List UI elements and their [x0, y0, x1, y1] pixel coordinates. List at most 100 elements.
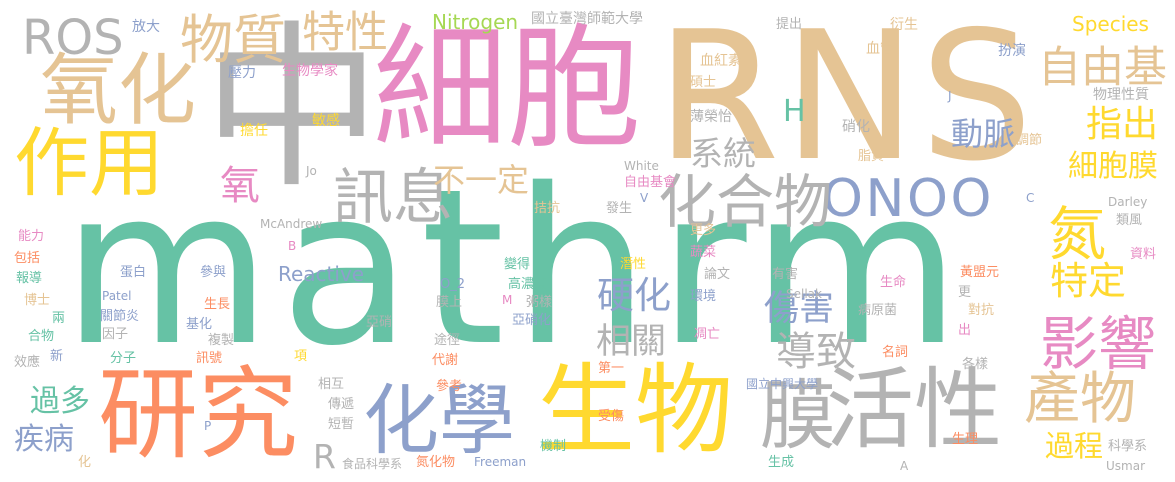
- word: 生命: [880, 275, 907, 290]
- word: 作用: [14, 119, 165, 207]
- word: mathrm: [62, 142, 970, 393]
- word: 氧化: [40, 46, 197, 136]
- word: 疾病: [14, 422, 74, 457]
- word: 兩: [52, 311, 66, 326]
- word: 黃盟元: [960, 265, 1000, 280]
- word: 產物: [1024, 367, 1136, 432]
- word: Darley: [1108, 195, 1148, 209]
- word: Sellak: [786, 287, 822, 301]
- word: 資料: [1130, 247, 1157, 262]
- word: 化合物: [658, 168, 833, 236]
- word: 有害: [772, 267, 799, 282]
- word: Species: [1072, 12, 1149, 36]
- word: 細胞: [373, 11, 642, 167]
- word: 發生: [606, 201, 633, 216]
- word: O_2: [440, 277, 466, 292]
- word: ONOO: [822, 169, 995, 229]
- word: 導致: [776, 329, 856, 375]
- word: 短暫: [328, 417, 355, 432]
- word: 特性: [302, 8, 388, 58]
- word: 高濃度: [508, 277, 548, 292]
- word: 擔任: [240, 123, 268, 139]
- word: 受傷: [598, 409, 625, 424]
- word: 傷害: [764, 289, 835, 329]
- word: 代謝: [432, 353, 459, 368]
- word: 動脈: [951, 115, 1016, 153]
- word: 脂質: [858, 149, 885, 164]
- word: 生物: [537, 354, 734, 468]
- word: 指出: [1086, 104, 1159, 145]
- word: 新: [50, 349, 64, 364]
- word: 關節炎: [100, 309, 140, 324]
- word: 氧: [220, 163, 260, 209]
- word: 生物學家: [282, 63, 338, 79]
- word: P: [204, 419, 212, 433]
- word: 病原菌: [858, 303, 898, 318]
- word: 途徑: [434, 333, 461, 348]
- word: 自由基會: [624, 175, 677, 190]
- word: Patel: [102, 289, 132, 303]
- word: 食品科學系: [342, 457, 403, 471]
- word: H: [783, 94, 806, 129]
- word: 訊號: [196, 351, 223, 366]
- word: 凋亡: [694, 327, 721, 342]
- word: 生理: [952, 432, 979, 447]
- word: 因子: [102, 327, 129, 342]
- word: 博士: [24, 293, 51, 308]
- word: 能力: [18, 229, 45, 244]
- word: 亞硝: [366, 315, 393, 330]
- word: 細胞膜: [1068, 149, 1158, 184]
- word: 化: [78, 455, 92, 470]
- word: 不一定: [433, 161, 530, 199]
- word: 國立臺灣師範大學: [531, 11, 643, 27]
- word: ROS: [22, 10, 124, 66]
- word: B: [288, 239, 297, 253]
- word: 國立中興大學: [746, 377, 819, 391]
- word: 硬化: [597, 274, 671, 317]
- word: 粥樣: [526, 295, 553, 310]
- word: 基化: [186, 317, 213, 332]
- word: 氮: [1048, 200, 1107, 268]
- word: 項: [294, 349, 308, 364]
- word: 特定: [1050, 259, 1127, 303]
- word: 調節: [1016, 133, 1043, 148]
- word: 合物: [28, 329, 55, 344]
- word: Jo: [306, 164, 317, 178]
- word: 物理性質: [1093, 87, 1149, 103]
- word: 分子: [110, 351, 137, 366]
- word: 自由基: [1038, 43, 1167, 93]
- word: 更多: [690, 223, 717, 238]
- word: 壓力: [228, 65, 256, 81]
- word: 出: [958, 323, 972, 338]
- word: 提出: [776, 17, 803, 32]
- word: RNS: [656, 0, 1037, 200]
- word: 類風: [1116, 213, 1143, 228]
- word: 對抗: [968, 303, 995, 318]
- word: 生成: [768, 455, 795, 470]
- word: 蛋白: [120, 265, 147, 280]
- word: C: [1026, 191, 1035, 205]
- word: 碩士: [690, 75, 717, 90]
- word: 血紅素: [700, 53, 742, 69]
- word: 傳遞: [328, 397, 355, 412]
- word: 硝化: [842, 119, 870, 135]
- word: M: [502, 293, 513, 307]
- word: 潛性: [620, 257, 647, 272]
- word: 血管: [866, 41, 894, 57]
- word: 第一: [598, 361, 625, 376]
- word: 過多: [30, 384, 90, 419]
- word: 參與: [200, 265, 227, 280]
- word: 化學: [363, 376, 515, 465]
- word: 衍生: [890, 17, 918, 33]
- word: 活性: [826, 358, 1003, 461]
- word: White: [624, 159, 659, 173]
- word: V: [640, 191, 649, 205]
- word: 相關: [596, 322, 667, 362]
- word: 更: [958, 285, 972, 300]
- word: 參考: [436, 379, 463, 394]
- word: 環境: [690, 289, 717, 304]
- word: 蔬菜: [690, 245, 717, 260]
- word: 中: [203, 5, 381, 212]
- word: 生長: [204, 297, 231, 312]
